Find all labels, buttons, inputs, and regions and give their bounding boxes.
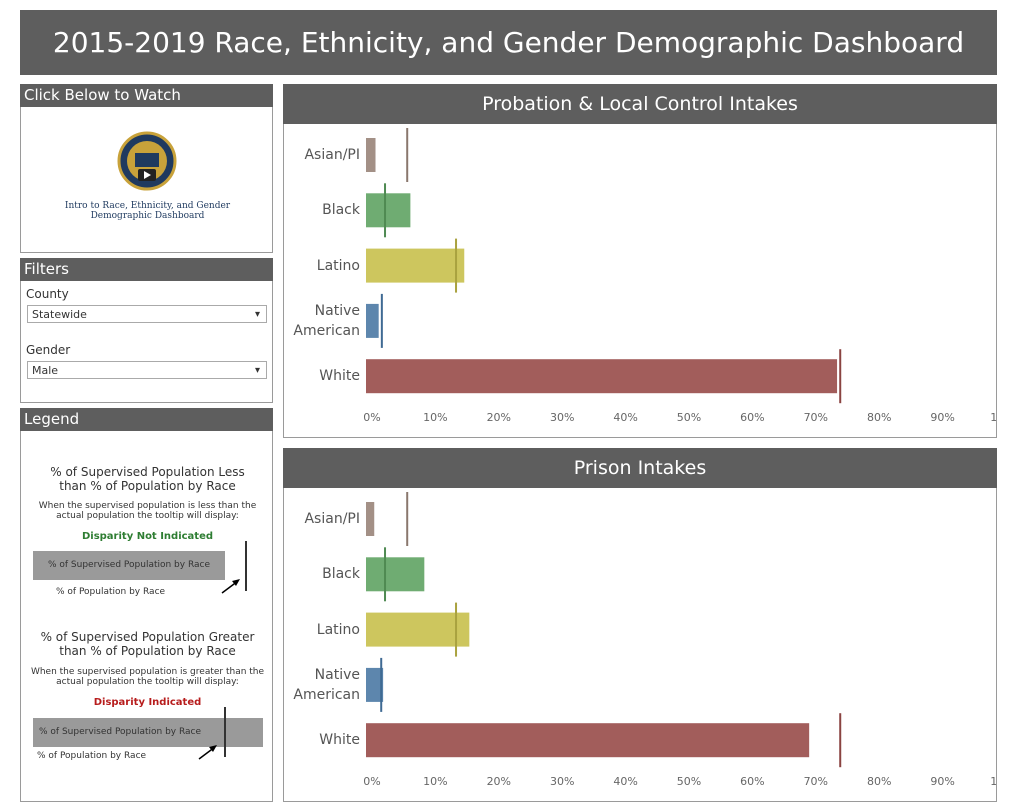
legend-description: When the supervised population is less t…: [21, 501, 274, 521]
category-label: Latino: [286, 256, 360, 276]
category-label: Native American: [286, 301, 360, 341]
x-tick-label: 10%: [423, 411, 447, 424]
dashboard-title: 2015-2019 Race, Ethnicity, and Gender De…: [20, 10, 997, 75]
chart: 0% 10% 20% 30% 40% 50% 60% 70% 80% 90% 100%: [284, 488, 997, 802]
bar: [366, 359, 837, 393]
dashboard: 2015-2019 Race, Ethnicity, and Gender De…: [0, 0, 1010, 806]
filter-label: Gender: [26, 343, 70, 357]
bar: [366, 304, 379, 338]
category-label: Black: [286, 564, 360, 584]
video-heading: Click Below to Watch: [20, 84, 273, 107]
filter-select[interactable]: Male: [27, 361, 267, 379]
x-tick-label: 100%: [990, 775, 997, 788]
category-label: White: [286, 366, 360, 386]
x-tick-label: 50%: [677, 775, 701, 788]
filter-label: County: [26, 287, 69, 301]
legend-heading: Legend: [20, 408, 273, 431]
bar: [366, 557, 424, 591]
chart-panel: 0% 10% 20% 30% 40% 50% 60% 70% 80% 90% 100% Asian/P…: [283, 488, 997, 802]
x-tick-label: 80%: [867, 411, 891, 424]
chart-title: Prison Intakes: [283, 448, 997, 488]
legend-title: % of Supervised Population Greater than …: [21, 630, 274, 658]
bar: [366, 193, 410, 227]
legend-status: Disparity Indicated: [21, 697, 274, 708]
x-tick-label: 20%: [487, 775, 511, 788]
chart-panel: 0% 10% 20% 30% 40% 50% 60% 70% 80% 90% 100% Asian/P…: [283, 124, 997, 438]
x-tick-label: 80%: [867, 775, 891, 788]
bar: [366, 723, 809, 757]
legend-panel: % of Supervised Population Less than % o…: [20, 431, 273, 802]
category-label: Native American: [286, 665, 360, 705]
legend-bar: % of Supervised Population by Race: [33, 551, 225, 580]
legend-title: % of Supervised Population Less than % o…: [21, 465, 274, 493]
legend-description: When the supervised population is greate…: [21, 667, 274, 687]
chart: 0% 10% 20% 30% 40% 50% 60% 70% 80% 90% 100%: [284, 124, 997, 438]
x-tick-label: 40%: [613, 411, 637, 424]
x-tick-label: 0%: [363, 775, 380, 788]
x-tick-label: 60%: [740, 411, 764, 424]
category-label: Asian/PI: [286, 509, 360, 529]
bar: [366, 138, 376, 172]
video-panel[interactable]: Intro to Race, Ethnicity, and Gender Dem…: [20, 107, 273, 253]
category-label: Black: [286, 200, 360, 220]
category-label: Asian/PI: [286, 145, 360, 165]
x-tick-label: 30%: [550, 775, 574, 788]
video-caption: Intro to Race, Ethnicity, and Gender Dem…: [41, 201, 254, 221]
x-tick-label: 30%: [550, 411, 574, 424]
x-tick-label: 0%: [363, 411, 380, 424]
bar: [366, 249, 464, 283]
category-label: White: [286, 730, 360, 750]
legend-marker: [191, 705, 231, 765]
filters-heading: Filters: [20, 258, 273, 281]
category-label: Latino: [286, 620, 360, 640]
filter-select[interactable]: Statewide: [27, 305, 267, 323]
x-tick-label: 90%: [930, 411, 954, 424]
x-tick-label: 10%: [423, 775, 447, 788]
x-tick-label: 70%: [804, 411, 828, 424]
logo: [117, 131, 177, 191]
x-tick-label: 90%: [930, 775, 954, 788]
x-tick-label: 50%: [677, 411, 701, 424]
x-tick-label: 60%: [740, 775, 764, 788]
bar: [366, 502, 374, 536]
legend-line-label: % of Population by Race: [56, 587, 165, 597]
x-tick-label: 70%: [804, 775, 828, 788]
legend-line-label: % of Population by Race: [37, 751, 146, 761]
x-tick-label: 20%: [487, 411, 511, 424]
chart-title: Probation & Local Control Intakes: [283, 84, 997, 124]
x-tick-label: 40%: [613, 775, 637, 788]
bar: [366, 613, 469, 647]
filters-panel: County Statewide Gender Male: [20, 281, 273, 403]
x-tick-label: 100%: [990, 411, 997, 424]
legend-marker: [216, 539, 256, 599]
